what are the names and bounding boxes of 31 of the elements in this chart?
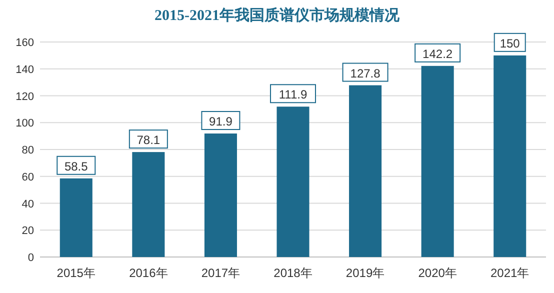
y-tick-label: 140 (16, 64, 34, 76)
y-tick-label: 60 (22, 171, 34, 184)
bar (132, 152, 165, 257)
y-tick-label: 20 (22, 225, 34, 238)
x-tick-label: 2019年 (346, 266, 385, 280)
y-tick-label: 120 (16, 90, 34, 103)
chart-title: 2015-2021年我国质谱仪市场规模情况 (154, 6, 400, 24)
y-tick-label: 40 (22, 198, 34, 210)
data-label: 58.5 (64, 159, 88, 174)
x-tick-label: 2018年 (274, 266, 312, 280)
bar (204, 134, 237, 257)
y-tick-label: 100 (16, 118, 34, 130)
y-tick-label: 80 (22, 144, 34, 156)
x-tick-label: 2020年 (418, 266, 457, 280)
data-label: 78.1 (136, 133, 160, 148)
data-label: 142.2 (422, 46, 453, 61)
bar (421, 66, 454, 257)
bar (60, 178, 92, 257)
bar (276, 106, 310, 257)
data-label: 91.9 (209, 114, 233, 129)
x-tick-label: 2017年 (201, 266, 240, 280)
bar (349, 85, 382, 257)
x-tick-label: 2021年 (490, 266, 530, 280)
data-label: 127.8 (350, 66, 381, 80)
x-tick-label: 2015年 (56, 266, 96, 280)
bar (494, 55, 526, 257)
data-label: 111.9 (278, 88, 308, 102)
y-tick-label: 160 (16, 37, 34, 49)
x-tick-label: 2016年 (129, 266, 168, 280)
y-tick-label: 0 (28, 252, 34, 264)
data-label: 150 (500, 36, 520, 50)
